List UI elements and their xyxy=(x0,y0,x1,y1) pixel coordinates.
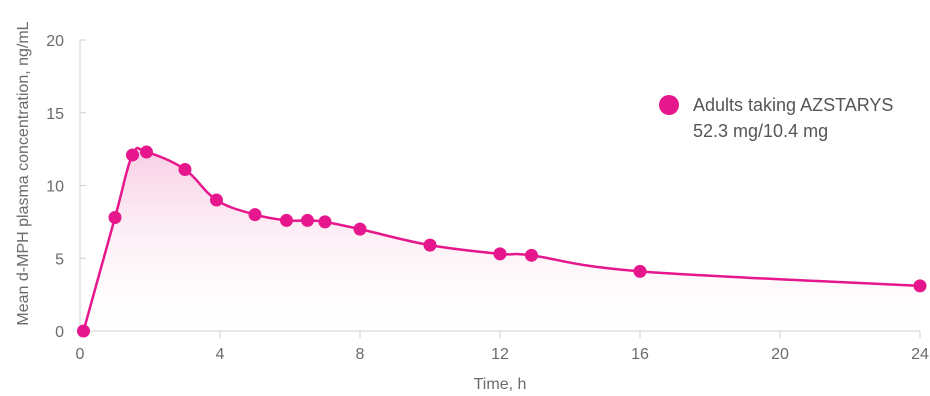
data-point xyxy=(280,213,293,227)
data-point xyxy=(318,215,332,229)
y-tick-label: 0 xyxy=(55,324,64,341)
data-point xyxy=(525,248,538,262)
data-point xyxy=(210,193,223,207)
y-tick-label: 5 xyxy=(55,251,64,268)
legend-marker xyxy=(659,95,679,115)
x-tick-label: 4 xyxy=(216,346,225,363)
data-point xyxy=(126,148,139,162)
legend-series-name: Adults taking AZSTARYS xyxy=(693,95,893,115)
y-tick-label: 20 xyxy=(46,33,64,50)
x-tick-label: 20 xyxy=(771,346,789,363)
data-point xyxy=(423,238,437,252)
data-point xyxy=(108,211,122,225)
y-tick-label: 10 xyxy=(46,179,64,196)
x-tick-label: 12 xyxy=(491,346,509,363)
y-tick-label: 15 xyxy=(46,106,64,123)
legend-series-dose: 52.3 mg/10.4 mg xyxy=(693,121,828,141)
x-tick-label: 16 xyxy=(631,346,649,363)
data-point xyxy=(493,247,507,261)
tick-layer: 0 5 10 15 20 0 4 8 12 16 20 24 xyxy=(46,33,929,363)
y-axis-title: Mean d-MPH plasma concentration, ng/mL xyxy=(15,21,32,325)
legend: Adults taking AZSTARYS 52.3 mg/10.4 mg xyxy=(659,95,893,141)
data-point xyxy=(77,324,90,338)
data-points-layer xyxy=(77,145,927,338)
x-tick-label: 24 xyxy=(911,346,929,363)
data-point xyxy=(633,264,647,278)
x-tick-label: 0 xyxy=(76,346,85,363)
x-axis-title: Time, h xyxy=(474,376,527,393)
data-point xyxy=(140,145,153,159)
data-point xyxy=(248,208,262,222)
x-tick-label: 8 xyxy=(356,346,365,363)
area-fill-layer xyxy=(83,148,920,331)
data-point xyxy=(178,162,192,176)
data-point xyxy=(301,213,314,227)
data-point xyxy=(353,222,367,236)
data-point xyxy=(913,279,927,293)
series-area-fill xyxy=(83,148,920,331)
